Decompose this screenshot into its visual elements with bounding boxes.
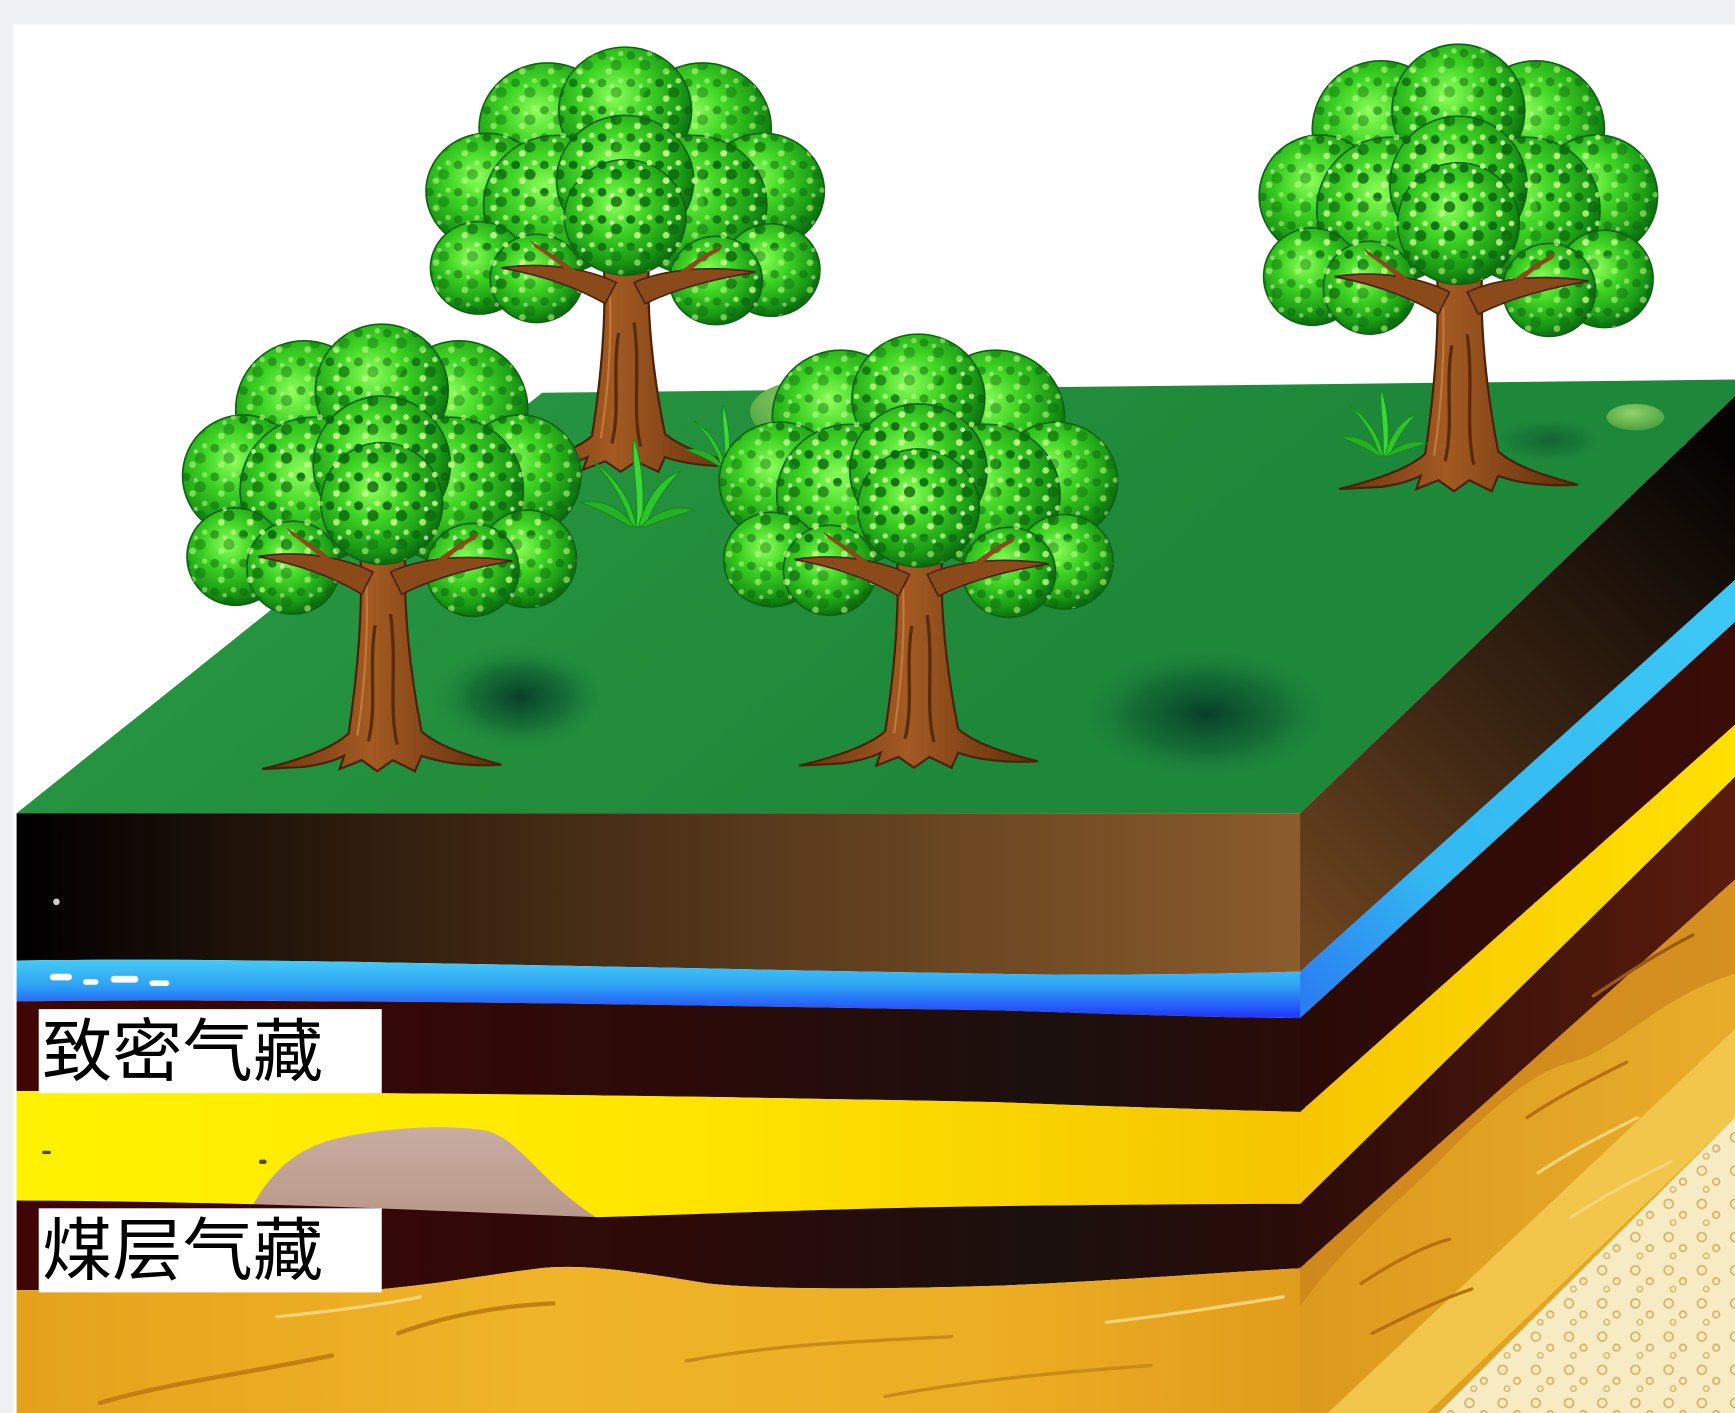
sandstone-light-band-side [1327,1029,1735,1413]
ground-shadow [1073,645,1339,783]
water-layer-side [1300,579,1735,1018]
tight-gas-layer-side [1300,621,1735,1113]
label-box-tight-gas: 致密气藏 [38,1009,382,1094]
label-box-coalbed-gas: 煤层气藏 [38,1208,382,1293]
grass-mound [1606,403,1665,431]
water-speckles [49,898,170,986]
sandstone-texture-side [1359,933,1695,1335]
water-layer-front [16,959,1306,1018]
sandstone-dark-band-side [1300,879,1735,1306]
label-coalbed-gas-reservoir: 煤层气藏 [42,1212,323,1292]
soil-layer-side [1300,396,1735,972]
sandstone-layer-front [16,1266,1306,1413]
yellow-layer-side [1300,724,1735,1204]
ground-shadow [431,643,609,751]
ground-shadow [1488,416,1610,465]
gas-mound [252,1127,598,1219]
soil-layer-front [16,813,1306,975]
sandstone-texture-front [97,1295,1286,1406]
yellow-specks [42,1150,267,1165]
yellow-layer-front [16,1091,1306,1218]
label-tight-gas-reservoir: 致密气藏 [42,1013,323,1093]
coal-layer-side [1300,776,1735,1269]
